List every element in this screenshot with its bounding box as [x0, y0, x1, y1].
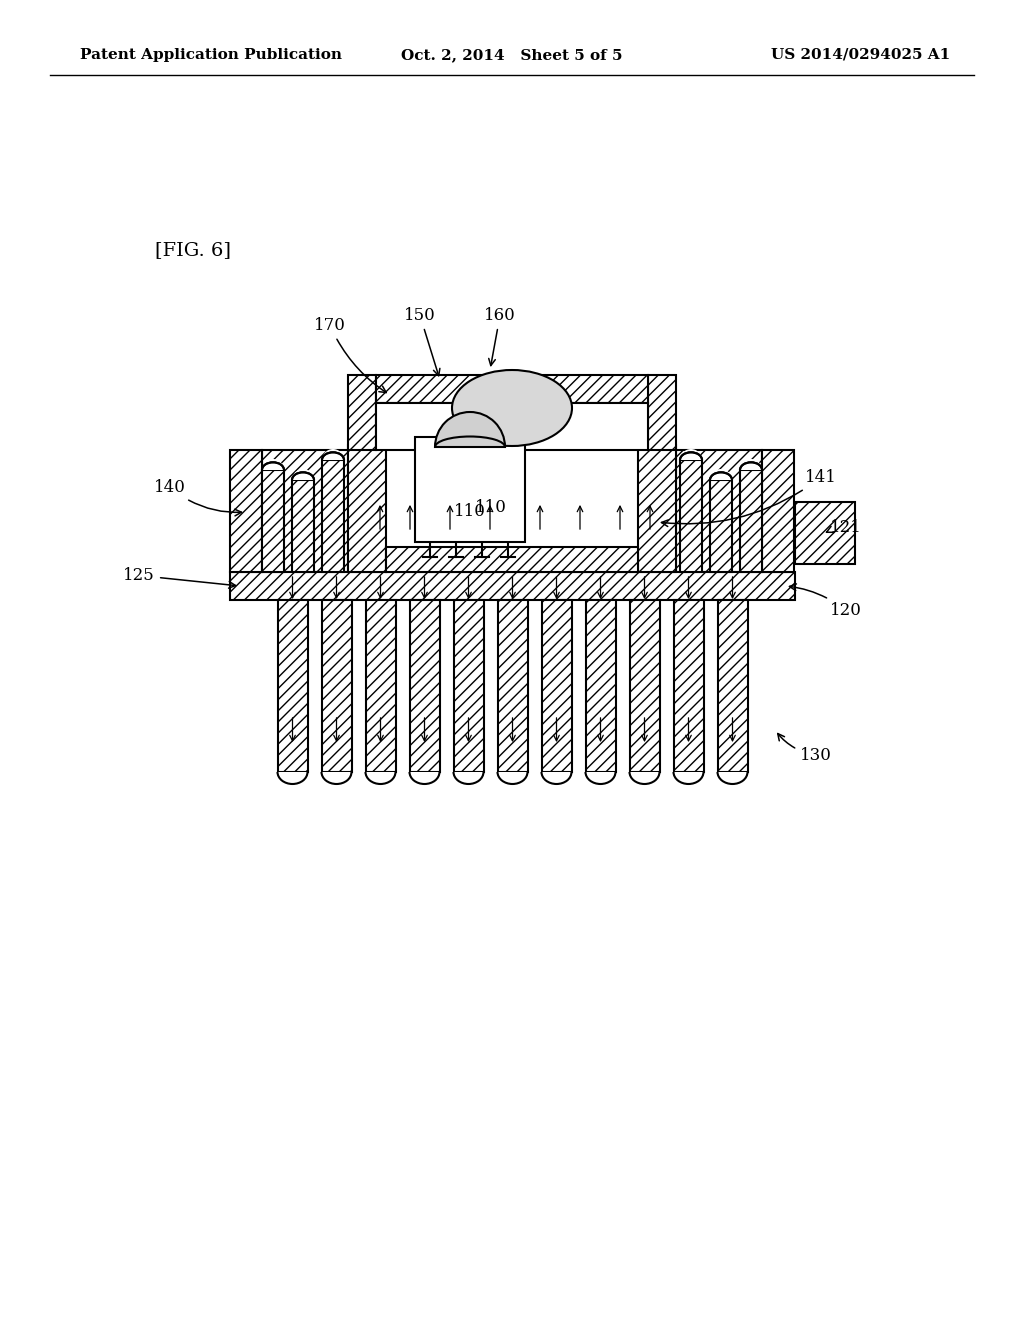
Polygon shape — [230, 572, 795, 601]
Polygon shape — [674, 601, 703, 772]
Text: 125: 125 — [123, 568, 236, 589]
Text: 140: 140 — [154, 479, 242, 516]
Polygon shape — [586, 601, 615, 772]
Text: Oct. 2, 2014   Sheet 5 of 5: Oct. 2, 2014 Sheet 5 of 5 — [401, 48, 623, 62]
Polygon shape — [262, 450, 348, 572]
Polygon shape — [498, 601, 527, 772]
Polygon shape — [348, 445, 386, 572]
Wedge shape — [542, 772, 571, 787]
Ellipse shape — [452, 370, 572, 446]
Text: 110: 110 — [475, 499, 507, 516]
Polygon shape — [762, 450, 794, 572]
Wedge shape — [410, 772, 439, 787]
Wedge shape — [435, 412, 505, 447]
Text: 120: 120 — [790, 583, 862, 619]
Wedge shape — [710, 469, 732, 480]
Polygon shape — [718, 601, 748, 772]
Polygon shape — [454, 601, 483, 772]
Polygon shape — [230, 450, 262, 572]
Wedge shape — [674, 772, 703, 787]
Wedge shape — [454, 772, 483, 787]
Wedge shape — [586, 772, 615, 787]
Text: Patent Application Publication: Patent Application Publication — [80, 48, 342, 62]
Polygon shape — [410, 601, 439, 772]
Polygon shape — [795, 502, 855, 564]
Text: 110: 110 — [454, 503, 486, 520]
Polygon shape — [415, 437, 525, 543]
Polygon shape — [262, 470, 284, 572]
Text: 160: 160 — [484, 308, 516, 366]
Wedge shape — [322, 772, 351, 787]
Polygon shape — [322, 459, 344, 572]
Polygon shape — [386, 546, 638, 572]
Text: US 2014/0294025 A1: US 2014/0294025 A1 — [771, 48, 950, 62]
Polygon shape — [322, 601, 351, 772]
Text: 130: 130 — [778, 734, 831, 764]
Polygon shape — [278, 601, 307, 772]
Wedge shape — [292, 469, 314, 480]
Polygon shape — [638, 445, 676, 572]
Polygon shape — [676, 450, 762, 572]
Wedge shape — [498, 772, 527, 787]
Polygon shape — [376, 375, 648, 403]
Wedge shape — [366, 772, 395, 787]
Wedge shape — [740, 459, 762, 470]
Wedge shape — [718, 772, 748, 787]
Polygon shape — [630, 601, 659, 772]
Polygon shape — [648, 375, 676, 450]
Text: 141: 141 — [662, 469, 837, 527]
Polygon shape — [680, 459, 702, 572]
Polygon shape — [542, 601, 571, 772]
Wedge shape — [680, 449, 702, 459]
Wedge shape — [278, 772, 307, 787]
Wedge shape — [630, 772, 659, 787]
Text: 170: 170 — [314, 317, 386, 392]
Polygon shape — [740, 470, 762, 572]
Text: [FIG. 6]: [FIG. 6] — [155, 242, 231, 259]
Polygon shape — [376, 403, 648, 450]
Wedge shape — [262, 459, 284, 470]
Polygon shape — [348, 375, 376, 450]
Text: 121: 121 — [826, 519, 862, 536]
Text: 150: 150 — [404, 308, 440, 376]
Polygon shape — [292, 480, 314, 572]
Polygon shape — [366, 601, 395, 772]
Wedge shape — [322, 449, 344, 459]
Polygon shape — [710, 480, 732, 572]
